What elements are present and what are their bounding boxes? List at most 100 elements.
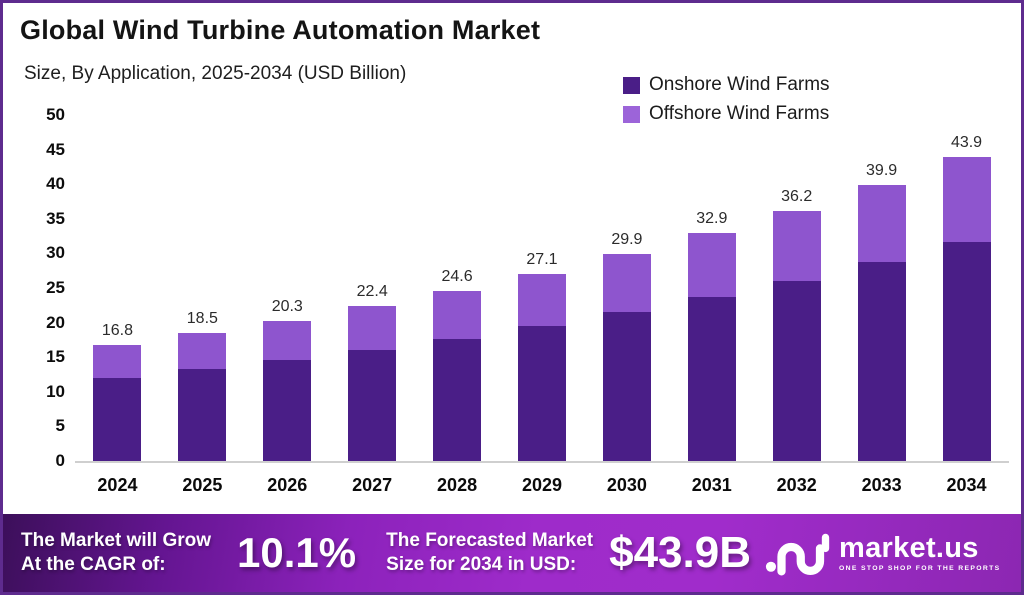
bar-stack-2032	[772, 210, 821, 461]
bar-chart-plot: 16.8 18.5 20.3 22.4 24.6 27.1 29.9 32.9 36.2 39.9…	[75, 103, 1009, 461]
bar-column-2028: 24.6	[415, 103, 500, 461]
bar-total-label-2034: 43.9	[950, 134, 983, 152]
bar-segment-onshore-2032	[772, 281, 821, 461]
cagr-text-line1: The Market will Grow	[21, 530, 212, 551]
bar-segment-offshore-2030	[602, 254, 651, 313]
bar-segment-offshore-2026	[263, 320, 312, 360]
bar-stack-2034	[942, 157, 991, 461]
bar-segment-onshore-2033	[857, 262, 906, 461]
bar-total-label-2031: 32.9	[696, 210, 728, 228]
y-tick-35: 35	[46, 208, 65, 228]
bar-column-2025: 18.5	[160, 103, 245, 461]
x-label-2033: 2033	[861, 475, 902, 495]
bar-segment-offshore-2031	[687, 233, 736, 297]
x-label-2026: 2026	[267, 475, 308, 495]
bar-column-2034: 43.9	[924, 103, 1009, 461]
bar-segment-onshore-2025	[178, 369, 227, 461]
bar-segment-onshore-2024	[93, 378, 142, 461]
bar-total-label-2024: 16.8	[101, 321, 134, 339]
bar-segment-onshore-2026	[263, 360, 312, 461]
bar-segment-offshore-2025	[178, 333, 227, 369]
bar-segment-offshore-2032	[772, 210, 821, 282]
bar-segment-onshore-2030	[602, 312, 651, 461]
marketus-logo-icon	[765, 533, 830, 576]
page-title: Global Wind Turbine Automation Market	[20, 15, 541, 45]
forecast-value: $43.9B	[609, 528, 751, 577]
y-tick-10: 10	[46, 381, 65, 401]
bar-stack-2030	[602, 254, 651, 461]
bar-total-label-2033: 39.9	[866, 161, 898, 179]
marketus-logo-text: market.us ONE STOP SHOP FOR THE REPORTS	[839, 533, 1001, 573]
y-tick-25: 25	[46, 278, 65, 297]
bar-column-2033: 39.9	[839, 103, 924, 461]
bar-total-label-2025: 18.5	[186, 310, 218, 327]
bar-total-label-2026: 20.3	[271, 297, 303, 315]
bar-segment-offshore-2024	[93, 344, 142, 378]
x-label-2028: 2028	[437, 475, 478, 495]
bar-stack-2029	[517, 273, 566, 461]
bar-segment-offshore-2027	[348, 306, 397, 350]
cagr-value: 10.1%	[237, 529, 357, 576]
bar-stack-2031	[687, 233, 736, 461]
legend-item-onshore: Onshore Wind Farms	[623, 74, 830, 96]
bar-total-label-2029: 27.1	[526, 250, 558, 268]
x-label-2025: 2025	[182, 475, 223, 495]
legend-label: Onshore Wind Farms	[649, 74, 830, 95]
y-axis-ticks: 0 5 10 15 20 25 30 35 40 45 50	[3, 3, 71, 592]
forecast-text-line1: The Forecasted Market	[386, 530, 594, 551]
x-label-2030: 2030	[606, 475, 647, 495]
y-tick-0: 0	[55, 451, 65, 470]
bar-segment-onshore-2029	[517, 326, 566, 461]
x-axis-labels: 2024 2025 2026 2027 2028 2029 2030 2031 2032 2033…	[75, 475, 1009, 496]
x-label-2032: 2032	[776, 475, 817, 495]
y-tick-20: 20	[46, 312, 65, 332]
chart-legend: Onshore Wind Farms Offshore Wind Farms	[623, 74, 830, 125]
y-tick-5: 5	[55, 416, 65, 436]
bar-total-label-2028: 24.6	[441, 267, 473, 285]
y-tick-40: 40	[46, 174, 65, 194]
footer-banner: The Market will Grow At the CAGR of: 10.…	[3, 514, 1021, 592]
cagr-text-line2: At the CAGR of:	[21, 554, 166, 575]
forecast-text-line2: Size for 2034 in USD:	[386, 554, 577, 575]
bar-segment-offshore-2033	[857, 184, 906, 263]
y-tick-30: 30	[46, 243, 65, 263]
bar-total-label-2032: 36.2	[781, 187, 813, 205]
bar-segment-offshore-2028	[433, 290, 482, 339]
bar-segment-offshore-2034	[942, 157, 991, 243]
bar-stack-2026	[263, 320, 312, 461]
legend-label: Offshore Wind Farms	[649, 103, 830, 124]
bar-total-label-2030: 29.9	[611, 231, 643, 249]
y-tick-50: 50	[46, 105, 65, 124]
bar-segment-onshore-2031	[687, 297, 736, 461]
bar-column-2026: 20.3	[245, 103, 330, 461]
y-tick-45: 45	[46, 139, 65, 159]
chart-subtitle: Size, By Application, 2025-2034 (USD Bil…	[24, 63, 407, 84]
bar-segment-onshore-2034	[942, 242, 991, 461]
bar-total-label-2027: 22.4	[356, 283, 388, 301]
bar-column-2029: 27.1	[500, 103, 585, 461]
cagr-text: The Market will Grow At the CAGR of:	[21, 529, 211, 577]
bar-stack-2033	[857, 184, 906, 461]
marketus-logo-tagline: ONE STOP SHOP FOR THE REPORTS	[839, 564, 1001, 572]
bar-stack-2028	[433, 290, 482, 461]
x-label-2029: 2029	[521, 475, 562, 495]
x-axis-line	[75, 461, 1009, 463]
bar-segment-offshore-2029	[517, 273, 566, 327]
bar-column-2030: 29.9	[584, 103, 669, 461]
bar-stack-2024	[93, 344, 142, 461]
y-tick-15: 15	[46, 347, 65, 367]
x-label-2027: 2027	[352, 475, 393, 495]
legend-swatch-icon	[623, 76, 640, 94]
legend-item-offshore: Offshore Wind Farms	[623, 103, 830, 125]
marketus-logo: market.us ONE STOP SHOP FOR THE REPORTS	[765, 530, 1001, 576]
bar-segment-onshore-2028	[433, 338, 482, 461]
bar-column-2032: 36.2	[754, 103, 839, 461]
bar-segment-onshore-2027	[348, 349, 397, 461]
bar-stack-2027	[348, 306, 397, 461]
bar-stack-2025	[178, 333, 227, 461]
bar-column-2027: 22.4	[330, 103, 415, 461]
x-label-2034: 2034	[946, 475, 987, 495]
forecast-text: The Forecasted Market Size for 2034 in U…	[386, 529, 593, 577]
x-label-2024: 2024	[97, 475, 138, 495]
